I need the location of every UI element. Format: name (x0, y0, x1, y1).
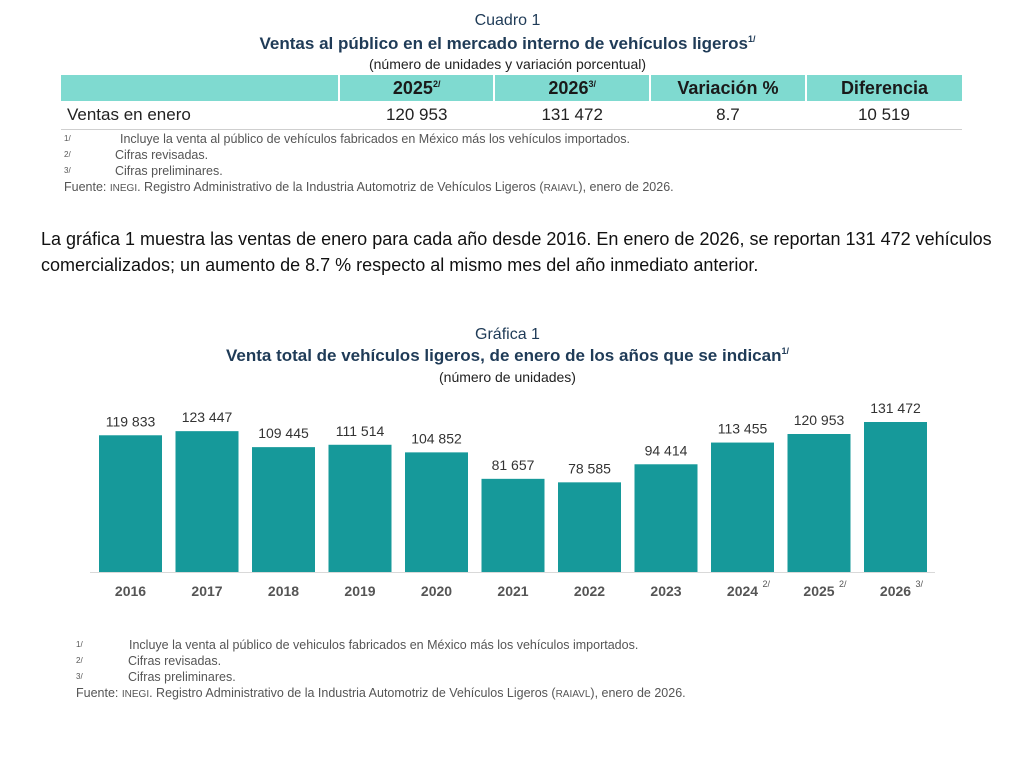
chart-title-text: Venta total de vehículos ligeros, de ene… (225, 346, 782, 365)
table-title-note: 1/ (747, 34, 756, 44)
table-header-row: 20252/ 20263/ Variación % Diferencia (61, 75, 962, 101)
table-footnotes: 1/Incluye la venta al público de vehícul… (64, 131, 674, 197)
table-cell-2025: 120 953 (338, 101, 495, 130)
x-tick-label-2018: 2018 (268, 583, 299, 599)
bar-2019 (328, 444, 392, 572)
chart-title: Venta total de vehículos ligeros, de ene… (0, 346, 1015, 366)
x-tick-note-2024: 2/ (763, 579, 771, 589)
data-label-2024: 113 455 (718, 421, 768, 437)
data-label-2025: 120 953 (794, 412, 845, 428)
x-tick-label-2020: 2020 (421, 583, 452, 599)
bar-2021 (481, 478, 545, 572)
table-header-2025: 20252/ (337, 75, 495, 101)
footnote: 3/Cifras preliminares. (76, 670, 236, 684)
bar-2016 (99, 435, 162, 572)
data-label-2023: 94 414 (645, 442, 688, 458)
table-source: Fuente: INEGI. Registro Administrativo d… (64, 180, 674, 194)
x-tick-label-2019: 2019 (344, 583, 375, 599)
chart-caption-label: Gráfica 1 (475, 326, 540, 343)
data-label-2016: 119 833 (106, 413, 156, 429)
table-title-text: Ventas al público en el mercado interno … (259, 34, 748, 53)
bar-2022 (558, 482, 621, 572)
bar-2024 (711, 442, 774, 572)
table-header-2026: 20263/ (493, 75, 650, 101)
table-header-diferencia: Diferencia (804, 75, 962, 101)
data-label-2019: 111 514 (336, 423, 385, 439)
bar-2020 (405, 452, 468, 572)
bar-2018 (252, 447, 315, 572)
data-label-2021: 81 657 (492, 457, 535, 473)
table-header-empty (61, 75, 339, 101)
chart-source: Fuente: INEGI. Registro Administrativo d… (76, 686, 686, 700)
data-label-2026: 131 472 (870, 400, 921, 416)
footnote: 3/Cifras preliminares. (64, 164, 223, 178)
x-tick-label-2026: 2026 (880, 583, 911, 599)
table-header-variacion: Variación % (648, 75, 806, 101)
x-tick-label-2023: 2023 (650, 583, 681, 599)
table-cell-2026: 131 472 (494, 101, 650, 130)
data-label-2020: 104 852 (411, 430, 462, 446)
chart-title-note: 1/ (781, 346, 789, 356)
x-tick-label-2017: 2017 (191, 583, 222, 599)
body-paragraph: La gráfica 1 muestra las ventas de enero… (41, 229, 992, 275)
x-tick-label-2024: 2024 (727, 583, 758, 599)
x-tick-label-2016: 2016 (115, 583, 146, 599)
table-cell-diferencia: 10 519 (805, 101, 962, 130)
footnote: 2/Cifras revisadas. (76, 654, 222, 668)
table-subtitle: (número de unidades y variación porcentu… (368, 56, 647, 72)
bar-2023 (634, 464, 698, 572)
x-tick-note-2025: 2/ (839, 579, 847, 589)
table-caption-label: Cuadro 1 (474, 12, 541, 29)
table-title: Ventas al público en el mercado interno … (0, 34, 1015, 54)
chart-subtitle: (número de unidades) (439, 369, 576, 385)
footnote: 1/Incluye la venta al público de vehícul… (64, 132, 630, 146)
table-cell-variacion: 8.7 (649, 101, 806, 130)
bar-2025 (787, 434, 851, 572)
x-tick-note-2026: 3/ (916, 579, 924, 589)
x-tick-label-2021: 2021 (497, 583, 528, 599)
footnote: 2/Cifras revisadas. (64, 148, 209, 162)
data-label-2022: 78 585 (568, 460, 611, 476)
table-row-label: Ventas en enero (61, 101, 339, 130)
bar-chart: 119 833 2016 123 447 2017 109 445 2018 111 514… (90, 400, 935, 599)
bar-2026 (864, 422, 927, 572)
x-tick-label-2022: 2022 (574, 583, 605, 599)
data-label-2017: 123 447 (182, 409, 233, 425)
chart-footnotes: 1/Incluye la venta al público de vehicul… (76, 637, 686, 703)
table-row: Ventas en enero 120 953 131 472 8.7 10 5… (61, 101, 962, 130)
footnote: 1/Incluye la venta al público de vehicul… (76, 638, 639, 652)
x-tick-label-2025: 2025 (803, 583, 834, 599)
bar-2017 (175, 431, 239, 572)
sales-table: 20252/ 20263/ Variación % Diferencia Ven… (61, 75, 962, 130)
data-label-2018: 109 445 (258, 425, 309, 441)
